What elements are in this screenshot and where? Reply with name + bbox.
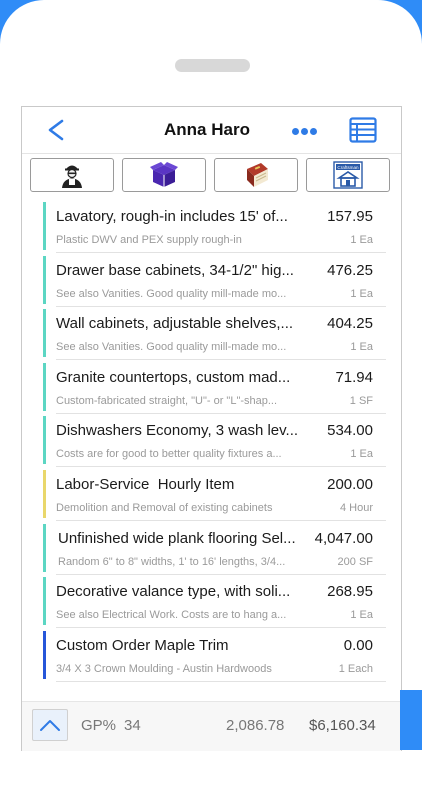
costbook-button[interactable] [214,158,298,192]
item-quantity: 1 Ea [350,234,373,246]
list-item[interactable]: Lavatory, rough-in includes 15' of... 15… [22,200,401,253]
item-description: See also Vanities. Good quality mill-mad… [56,341,287,354]
divider [56,359,386,361]
navigation-bar: Anna Haro [22,107,401,154]
divider [56,680,386,682]
item-quantity: 1 Ea [350,287,373,300]
item-title: Lavatory, rough-in includes 15' of... [56,208,288,225]
item-description: Plastic DWV and PEX supply rough-in [56,234,242,246]
item-price: 71.94 [335,368,373,386]
divider [56,466,386,468]
item-quantity: 1 Ea [350,448,373,461]
item-title: Dishwashers Economy, 3 wash lev... [56,422,299,440]
materials-button[interactable] [122,158,206,192]
item-quantity: 1 SF [349,394,373,407]
item-title: Unfinished wide plank flooring Sel... [58,529,296,547]
item-quantity: 4 Hour [339,502,373,514]
labor-button[interactable] [30,158,114,192]
item-quantity: 1 Ea [350,609,373,622]
cost-total: 2,086.78 [226,717,285,734]
gross-profit-value: 34 [124,717,141,734]
item-title: Decorative valance type, with soli... [56,583,291,601]
item-price: 404.25 [327,315,373,333]
chevron-left-icon [48,119,64,141]
app-screen: Anna Haro [21,106,402,751]
ellipsis-dot [310,128,317,136]
list-item[interactable]: Granite countertops, custom mad... 71.94… [22,361,401,414]
item-title: Drawer base cabinets, 34-1/2" hig... [56,261,294,279]
category-toolbar: Craftsman [28,158,398,194]
svg-text:Craftsman: Craftsman [337,165,359,170]
category-bar [43,630,46,679]
category-bar [43,523,46,572]
item-description: See also Electrical Work. Costs are to h… [56,609,287,622]
item-description: See also Vanities. Good quality mill-mad… [56,287,287,300]
totals-footer: GP% 34 2,086.78 $6,160.34 [22,701,401,751]
list-item[interactable]: Wall cabinets, adjustable shelves,... 40… [22,307,401,361]
category-bar [43,577,46,626]
craftsman-button[interactable]: Craftsman [306,158,390,192]
item-price: 200.00 [327,476,373,493]
category-bar [43,416,46,465]
book-icon [247,163,268,187]
list-item[interactable]: Decorative valance type, with soli... 26… [22,575,401,629]
list-item[interactable]: Custom Order Maple Trim 0.00 3/4 X 3 Cro… [22,629,401,682]
craftsman-logo-icon: Craftsman [333,161,363,189]
gross-profit-label: GP% [81,717,117,734]
item-title: Labor-Service Hourly Item [56,476,235,493]
item-description: Costs are for good to better quality fix… [56,448,282,461]
item-description: 3/4 X 3 Crown Moulding - Austin Hardwood… [56,662,272,675]
worker-icon [62,165,82,188]
list-item[interactable]: Labor-Service Hourly Item 200.00 Demolit… [22,468,401,521]
item-title: Granite countertops, custom mad... [56,368,291,386]
category-bar [43,255,46,304]
grand-total: $6,160.34 [309,717,376,734]
item-price: 476.25 [327,261,373,279]
page-title: Anna Haro [164,120,250,139]
item-price: 4,047.00 [314,529,373,547]
item-price: 157.95 [327,208,373,225]
list-view-button[interactable] [349,117,377,143]
divider [56,520,386,521]
item-price: 268.95 [327,583,373,601]
category-bar [43,470,46,518]
ellipsis-icon [292,128,299,136]
divider [56,573,386,575]
item-description: Random 6" to 8" widths, 1' to 16' length… [58,555,286,568]
box-icon [150,162,178,187]
outer-background-edge [400,690,422,750]
list-item[interactable]: Drawer base cabinets, 34-1/2" hig... 476… [22,254,401,307]
item-quantity: 1 Ea [350,341,373,354]
item-description: Custom-fabricated straight, "U"- or "L"-… [56,394,278,407]
list-item[interactable]: Dishwashers Economy, 3 wash lev... 534.0… [22,414,401,468]
list-item[interactable]: Unfinished wide plank flooring Sel... 4,… [22,522,401,575]
divider [56,412,386,414]
chevron-up-icon [40,720,60,731]
expand-totals-button[interactable] [32,709,68,741]
divider [56,252,386,253]
back-button[interactable] [44,117,68,143]
speaker-grille [175,59,250,72]
item-description: Demolition and Removal of existing cabin… [56,502,273,514]
ellipsis-dot [301,128,308,136]
category-bar [43,362,46,411]
item-price: 534.00 [327,422,373,440]
item-quantity: 1 Each [338,662,373,675]
item-title: Wall cabinets, adjustable shelves,... [56,315,294,333]
more-options-button[interactable] [292,123,322,137]
item-price: 0.00 [343,636,373,654]
divider [56,305,386,307]
divider [56,627,386,629]
item-quantity: 200 SF [337,555,373,568]
category-bar [43,202,46,250]
list-table-icon [349,117,377,143]
category-bar [43,309,46,358]
item-title: Custom Order Maple Trim [56,636,229,654]
